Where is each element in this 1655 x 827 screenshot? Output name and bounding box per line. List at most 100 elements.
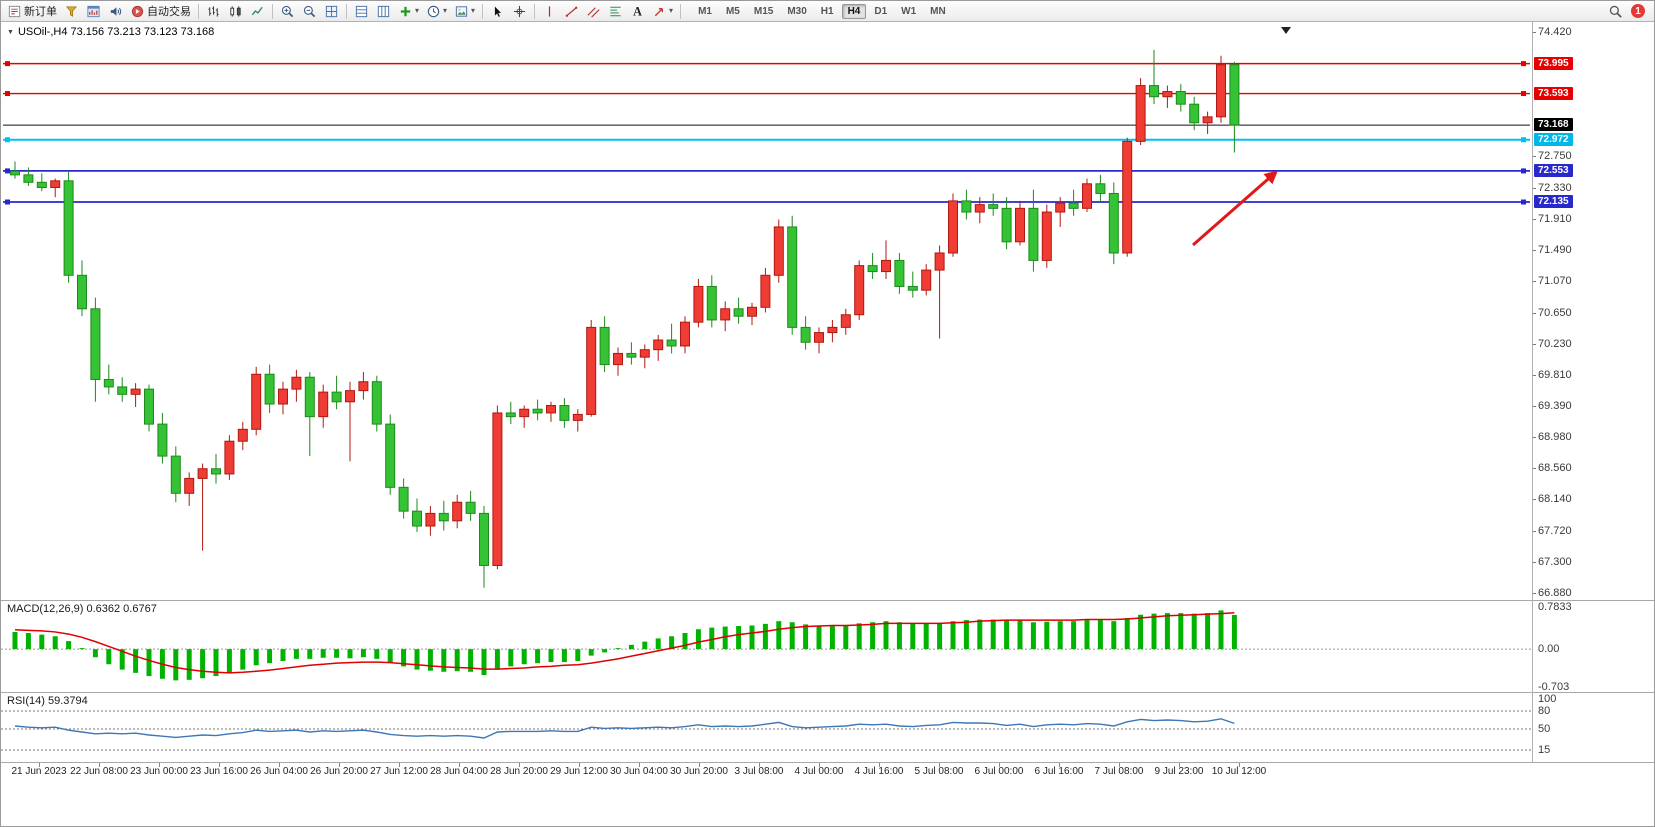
timeframe-m1[interactable]: M1: [698, 5, 712, 17]
fibonacci-button[interactable]: [605, 1, 626, 22]
time-axis-label: 28 Jun 20:00: [490, 766, 548, 777]
price-tick-label: 74.420: [1538, 26, 1572, 38]
main-chart-canvas[interactable]: [1, 22, 1532, 601]
axis-tick-mark: [1532, 281, 1536, 283]
auto-arrange-button[interactable]: [351, 1, 372, 22]
vertical-line-button[interactable]: [539, 1, 560, 22]
price-tick-label: 69.390: [1538, 400, 1572, 413]
time-tick-mark: [99, 763, 100, 767]
candle: [345, 381, 355, 462]
time-tick-mark: [699, 763, 700, 767]
axis-tick-mark: [1532, 343, 1536, 345]
market-watch-button[interactable]: [105, 1, 126, 22]
time-axis-label: 23 Jun 16:00: [190, 766, 248, 777]
candle: [867, 252, 878, 280]
time-tick-mark: [219, 763, 220, 767]
candle: [1041, 204, 1052, 268]
time-tick-mark: [279, 763, 280, 767]
time-axis-label: 4 Jul 16:00: [854, 766, 904, 777]
line-handle: [5, 168, 10, 174]
candle: [331, 375, 342, 410]
candle: [787, 215, 798, 335]
horizontal-line-support-blue-1[interactable]: [3, 168, 1530, 174]
timeframe-m30[interactable]: M30: [787, 5, 807, 17]
candle: [653, 334, 664, 361]
trend-arrow-annotation[interactable]: [1192, 170, 1279, 247]
new-order-icon: [7, 4, 22, 19]
new-order-button[interactable]: 新订单: [4, 1, 60, 22]
chart-title: ▼ USOil-,H4 73.156 73.213 73.123 73.168: [7, 26, 214, 38]
macd-panel-canvas[interactable]: [1, 601, 1532, 692]
bar-chart-icon: [206, 4, 221, 19]
periods-button[interactable]: ▾: [423, 1, 450, 22]
timeframe-m15[interactable]: M15: [753, 5, 774, 17]
candle: [854, 260, 865, 320]
timeframe-h1[interactable]: H1: [820, 5, 834, 17]
candle: [934, 245, 945, 339]
line-handle: [5, 61, 10, 67]
timeframe-h4[interactable]: H4: [841, 3, 867, 19]
bar-chart-button[interactable]: [203, 1, 224, 22]
line-handle: [5, 137, 10, 143]
auto-trading-button[interactable]: 自动交易: [127, 1, 194, 22]
objects-toggle-icon[interactable]: ▼: [7, 28, 14, 36]
channel-icon: [586, 4, 601, 19]
candle: [1162, 85, 1173, 108]
candle: [572, 409, 583, 432]
candle: [680, 316, 690, 354]
axis-tick-mark: [1532, 312, 1536, 314]
cursor-button[interactable]: [487, 1, 508, 22]
candle: [599, 316, 610, 373]
templates-button[interactable]: ▾: [451, 1, 478, 22]
candle: [626, 342, 637, 365]
timeframe-mn[interactable]: MN: [930, 5, 946, 17]
horizontal-line-resistance-1[interactable]: [3, 61, 1530, 67]
zoom-in-button[interactable]: [277, 1, 298, 22]
line-chart-button[interactable]: [247, 1, 268, 22]
time-axis[interactable]: 21 Jun 2023 22 Jun 08:00 23 Jun 00:00 23 Ju…: [1, 763, 1654, 781]
zoom-out-icon: [302, 4, 317, 19]
candle: [264, 364, 275, 413]
rsi-panel-canvas[interactable]: [1, 693, 1532, 763]
auto-trading-button-label: 自动交易: [147, 6, 191, 18]
timeframe-w1[interactable]: W1: [901, 5, 917, 17]
toolbar-separator: [272, 3, 273, 19]
channel-button[interactable]: [583, 1, 604, 22]
caret-down-icon: ▾: [471, 6, 476, 15]
time-tick-mark: [399, 763, 400, 767]
panel-separator[interactable]: [1, 692, 1654, 693]
svg-text:A: A: [633, 4, 642, 18]
clock-icon: [426, 4, 441, 19]
candle: [77, 260, 87, 317]
price-tick-label: 72.330: [1538, 181, 1572, 194]
timeframe-d1[interactable]: D1: [874, 5, 888, 17]
candlestick-chart-button[interactable]: [225, 1, 246, 22]
horizontal-line-support-cyan[interactable]: [3, 137, 1530, 143]
candle: [814, 327, 824, 354]
horizontal-line-support-blue-2[interactable]: [3, 199, 1530, 205]
trendline-button[interactable]: [561, 1, 582, 22]
arrows-button[interactable]: ▾: [649, 1, 676, 22]
axis-tick-mark: [1532, 468, 1536, 469]
search-button[interactable]: [1605, 1, 1626, 22]
cascade-button[interactable]: [373, 1, 394, 22]
notification-badge[interactable]: 1: [1631, 4, 1645, 18]
candle: [23, 167, 34, 187]
indicators-button[interactable]: ▾: [395, 1, 422, 22]
panel-separator[interactable]: [1, 600, 1654, 601]
candle: [278, 381, 288, 415]
axis-tick-mark: [1532, 499, 1536, 501]
profiles-button[interactable]: [61, 1, 82, 22]
time-axis-label: 10 Jul 12:00: [1211, 766, 1267, 777]
axis-tick-mark: [1532, 187, 1536, 189]
timeframe-m5[interactable]: M5: [725, 5, 740, 17]
zoom-out-button[interactable]: [299, 1, 320, 22]
price-tick-label: 68.140: [1538, 493, 1572, 506]
price-tick-label: 70.230: [1538, 337, 1572, 350]
tile-windows-button[interactable]: [321, 1, 342, 22]
crosshair-button[interactable]: [509, 1, 530, 22]
horizontal-line-resistance-2[interactable]: [3, 91, 1530, 97]
charts-window-button[interactable]: [83, 1, 104, 22]
text-button[interactable]: A: [627, 1, 648, 22]
candle: [130, 383, 141, 407]
